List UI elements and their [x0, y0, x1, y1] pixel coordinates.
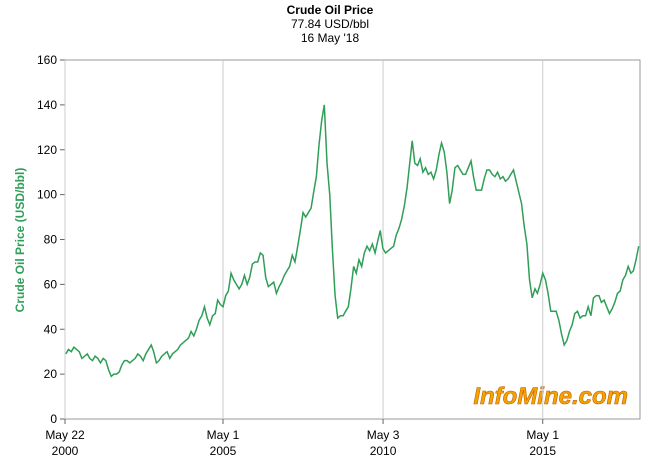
x-tick-label: May 1 2015 — [526, 428, 559, 458]
y-tick-label: 20 — [44, 367, 58, 381]
y-tick-label: 0 — [50, 412, 57, 426]
chart-title: Crude Oil Price — [287, 3, 374, 17]
y-tick-label: 60 — [44, 277, 58, 291]
y-tick-label: 80 — [44, 233, 58, 247]
y-axis-label: Crude Oil Price (USD/bbl) — [13, 168, 27, 313]
date-label: 16 May '18 — [301, 31, 360, 45]
y-tick-label: 100 — [37, 188, 57, 202]
plot-area — [64, 59, 641, 420]
x-tick-label: May 3 2010 — [367, 428, 400, 458]
watermark: InfoMine.com — [473, 383, 628, 410]
y-tick-label: 140 — [37, 98, 57, 112]
chart-subtitle: 77.84 USD/bbl — [291, 17, 369, 31]
price-line — [65, 104, 640, 378]
y-tick-label: 160 — [37, 53, 57, 67]
x-tick-label: May 22 2000 — [45, 428, 85, 458]
y-tick-label: 120 — [37, 143, 57, 157]
x-tick-label: May 1 2005 — [207, 428, 240, 458]
y-tick-label: 40 — [44, 322, 58, 336]
